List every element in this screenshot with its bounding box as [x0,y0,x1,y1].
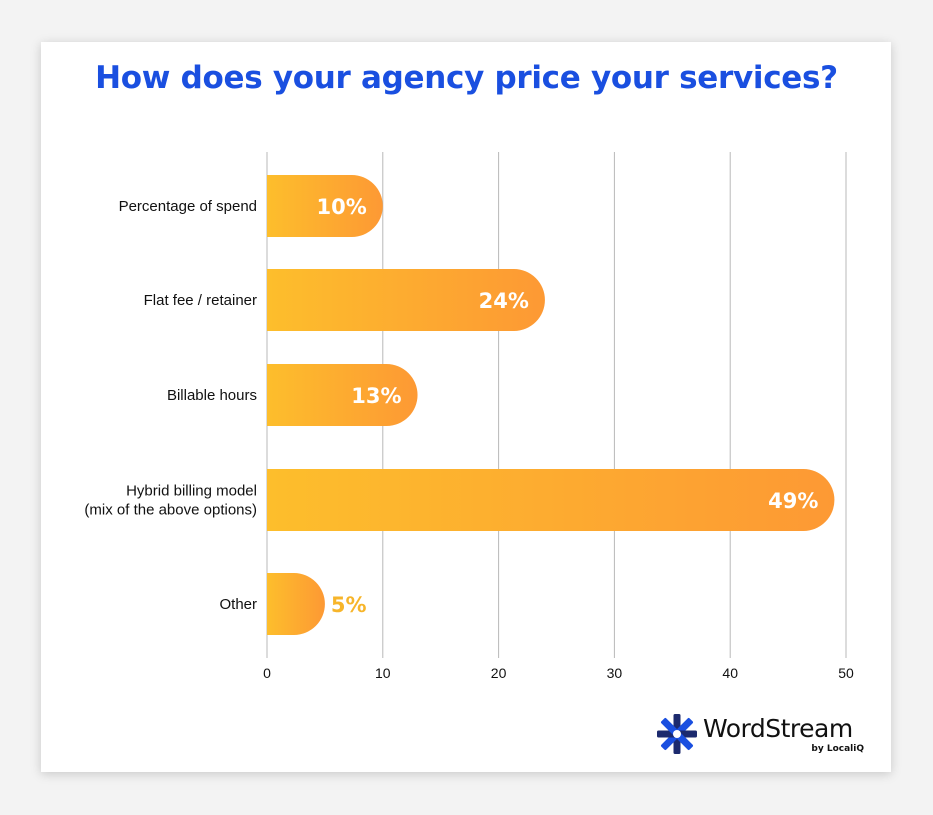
category-label: Percentage of spend [119,198,257,215]
category-label: Flat fee / retainer [144,292,257,309]
bar-value-label: 49% [768,489,818,513]
bar [267,364,418,426]
bars: 10% 24% 13% 49% 5% [267,175,835,635]
category-label: Other [219,596,257,613]
x-tick-label: 20 [491,665,507,681]
logo-subtitle: by LocaliQ [811,744,864,754]
bar-value-label: 10% [317,195,367,219]
x-tick-label: 50 [838,665,854,681]
category-label: Billable hours [167,387,257,404]
bar-value-label: 13% [351,384,401,408]
logo-wordmark: WordStream [703,714,853,743]
x-tick-label: 40 [722,665,738,681]
bar [267,269,545,331]
wordstream-logo: WordStream by LocaliQ [655,712,870,757]
bar-value-label: 5% [331,593,367,617]
x-axis-ticks: 0 10 20 30 40 50 [263,665,854,681]
bar-value-label: 24% [479,289,529,313]
x-tick-label: 10 [375,665,391,681]
x-tick-label: 0 [263,665,271,681]
wordstream-star-icon [657,714,697,754]
chart-title: How does your agency price your services… [95,60,838,96]
x-tick-label: 30 [607,665,623,681]
bar [267,469,835,531]
category-labels: Percentage of spend Flat fee / retainer Bi… [84,198,257,613]
bar [267,175,383,237]
category-label: Hybrid billing model (mix of the above op… [84,483,257,519]
chart-card [41,42,891,772]
bar [267,573,325,635]
